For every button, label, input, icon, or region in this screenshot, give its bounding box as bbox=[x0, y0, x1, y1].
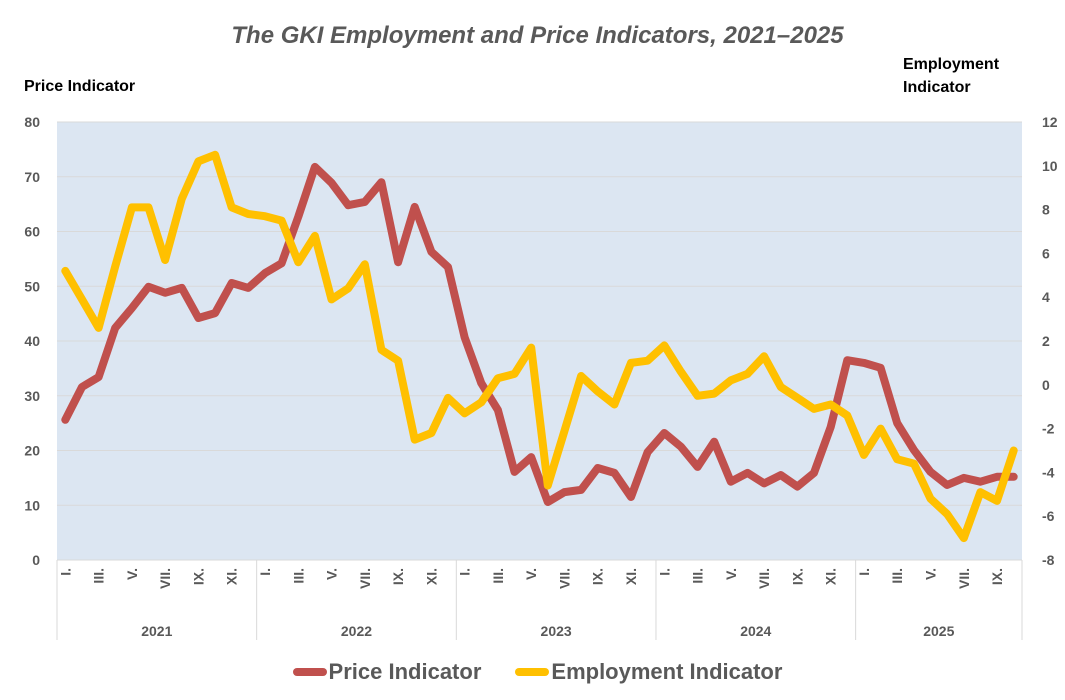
legend-item-price: Price Indicator bbox=[292, 659, 482, 685]
legend-label-price: Price Indicator bbox=[328, 659, 482, 684]
month-tick-label: V. bbox=[523, 568, 539, 580]
right-tick-label: -2 bbox=[1042, 421, 1055, 437]
left-tick-label: 20 bbox=[24, 443, 40, 459]
month-tick-label: III. bbox=[690, 568, 706, 584]
left-tick-label: 60 bbox=[24, 224, 40, 240]
month-tick-label: VII. bbox=[956, 568, 972, 589]
month-tick-label: V. bbox=[723, 568, 739, 580]
right-y-axis: 12 10 8 6 4 2 0 -2 -4 -6 -8 bbox=[1042, 114, 1058, 568]
month-tick-label: IX. bbox=[590, 568, 606, 585]
year-label: 2024 bbox=[740, 623, 771, 639]
right-tick-label: -8 bbox=[1042, 552, 1055, 568]
year-label: 2023 bbox=[541, 623, 572, 639]
month-tick-label: III. bbox=[490, 568, 506, 584]
month-tick-label: IX. bbox=[190, 568, 206, 585]
right-axis-title: Employment Indicator bbox=[903, 56, 1000, 96]
left-tick-label: 0 bbox=[32, 552, 40, 568]
right-tick-label: 10 bbox=[1042, 158, 1058, 174]
series-lines bbox=[61, 150, 1018, 543]
month-tick-label: VII. bbox=[157, 568, 173, 589]
right-tick-label: -4 bbox=[1042, 464, 1055, 480]
month-tick-label: I. bbox=[57, 568, 73, 576]
employment-indicator-line bbox=[61, 150, 1018, 543]
legend-label-employment: Employment Indicator bbox=[551, 659, 783, 684]
legend-swatch-price bbox=[292, 668, 327, 676]
left-y-axis: 80 70 60 50 40 30 20 10 0 bbox=[24, 114, 40, 568]
legend-swatch-employment bbox=[515, 668, 550, 676]
right-tick-label: 8 bbox=[1042, 202, 1050, 218]
left-tick-label: 10 bbox=[24, 497, 40, 513]
month-tick-label: I. bbox=[856, 568, 872, 576]
month-tick-label: V. bbox=[124, 568, 140, 580]
legend-item-employment: Employment Indicator bbox=[515, 659, 782, 685]
month-tick-label: IX. bbox=[390, 568, 406, 585]
right-tick-label: 12 bbox=[1042, 114, 1058, 130]
left-axis-title: Price Indicator bbox=[24, 78, 136, 95]
right-tick-label: 2 bbox=[1042, 333, 1050, 349]
year-label: 2021 bbox=[141, 623, 172, 639]
month-tick-label: XI. bbox=[623, 568, 639, 585]
left-tick-label: 70 bbox=[24, 169, 40, 185]
right-tick-label: 4 bbox=[1042, 289, 1050, 305]
month-tick-label: XI. bbox=[823, 568, 839, 585]
month-tick-label: III. bbox=[889, 568, 905, 584]
month-tick-label: IX. bbox=[789, 568, 805, 585]
left-tick-label: 40 bbox=[24, 333, 40, 349]
left-tick-label: 50 bbox=[24, 278, 40, 294]
month-tick-label: VII. bbox=[357, 568, 373, 589]
month-tick-label: IX. bbox=[989, 568, 1005, 585]
right-tick-label: 0 bbox=[1042, 377, 1050, 393]
month-tick-label: I. bbox=[656, 568, 672, 576]
month-tick-label: XI. bbox=[423, 568, 439, 585]
month-tick-label: I. bbox=[257, 568, 273, 576]
month-tick-label: XI. bbox=[224, 568, 240, 585]
month-tick-label: V. bbox=[922, 568, 938, 580]
month-tick-label: III. bbox=[91, 568, 107, 584]
legend: Price Indicator Employment Indicator bbox=[0, 659, 1065, 685]
year-label: 2022 bbox=[341, 623, 372, 639]
chart-title: The GKI Employment and Price Indicators,… bbox=[231, 22, 844, 49]
left-tick-label: 80 bbox=[24, 114, 40, 130]
month-tick-label: VII. bbox=[756, 568, 772, 589]
x-axis: I. III. V. VII. IX. XI. 2021 I. III. V. VII. IX. XI.… bbox=[56, 559, 1023, 640]
month-tick-label: I. bbox=[457, 568, 473, 576]
month-tick-label: VII. bbox=[556, 568, 572, 589]
left-tick-label: 30 bbox=[24, 388, 40, 404]
month-tick-label: III. bbox=[290, 568, 306, 584]
right-tick-label: -6 bbox=[1042, 508, 1055, 524]
year-label: 2025 bbox=[923, 623, 954, 639]
right-tick-label: 6 bbox=[1042, 245, 1050, 261]
month-tick-label: V. bbox=[324, 568, 340, 580]
price-indicator-line bbox=[61, 162, 1018, 506]
